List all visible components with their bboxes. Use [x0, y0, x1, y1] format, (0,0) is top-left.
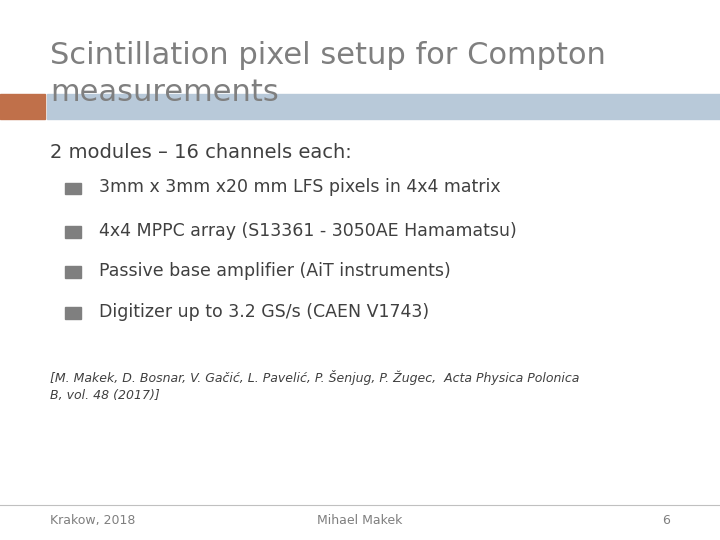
Text: 2 modules – 16 channels each:: 2 modules – 16 channels each: — [50, 143, 352, 162]
Text: 6: 6 — [662, 514, 670, 527]
FancyBboxPatch shape — [65, 226, 81, 238]
FancyBboxPatch shape — [65, 266, 81, 278]
Text: Scintillation pixel setup for Compton: Scintillation pixel setup for Compton — [50, 40, 606, 70]
Text: [M. Makek, D. Bosnar, V. Gačić, L. Pavelić, P. Šenjug, P. Žugec,  Acta Physica P: [M. Makek, D. Bosnar, V. Gačić, L. Pavel… — [50, 370, 580, 402]
Text: Passive base amplifier (AiT instruments): Passive base amplifier (AiT instruments) — [99, 262, 451, 280]
Text: Mihael Makek: Mihael Makek — [318, 514, 402, 527]
Bar — [47, 94, 720, 119]
Bar — [0, 94, 45, 119]
Text: Digitizer up to 3.2 GS/s (CAEN V1743): Digitizer up to 3.2 GS/s (CAEN V1743) — [99, 302, 429, 321]
Text: 3mm x 3mm x20 mm LFS pixels in 4x4 matrix: 3mm x 3mm x20 mm LFS pixels in 4x4 matri… — [99, 178, 500, 197]
FancyBboxPatch shape — [65, 307, 81, 319]
Text: Krakow, 2018: Krakow, 2018 — [50, 514, 136, 527]
Text: 4x4 MPPC array (S13361 - 3050AE Hamamatsu): 4x4 MPPC array (S13361 - 3050AE Hamamats… — [99, 221, 516, 240]
FancyBboxPatch shape — [65, 183, 81, 194]
Text: measurements: measurements — [50, 78, 279, 107]
